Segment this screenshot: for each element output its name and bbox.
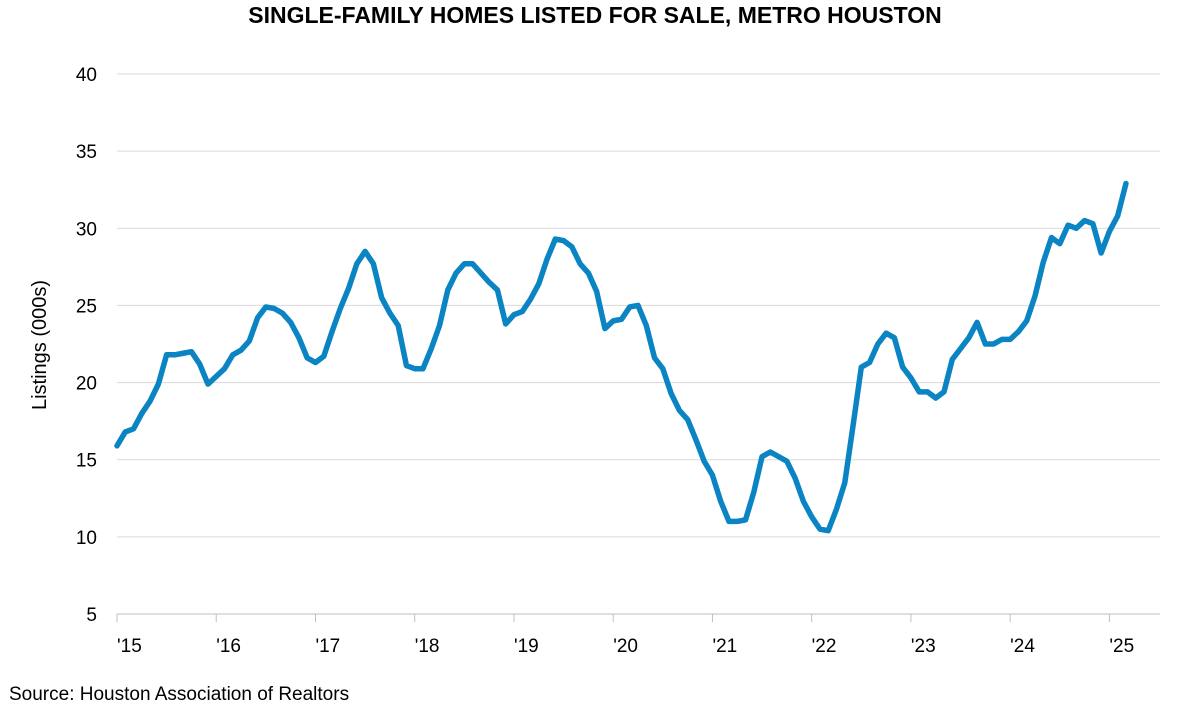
y-tick-label: 30 (76, 219, 97, 240)
y-tick-label: 25 (76, 296, 97, 317)
x-tick-label: '18 (415, 636, 440, 657)
y-axis-label: Listings (000s) (29, 280, 51, 410)
source-note: Source: Houston Association of Realtors (9, 684, 350, 705)
x-tick-label: '24 (1010, 636, 1035, 657)
x-tick-label: '22 (812, 636, 837, 657)
y-tick-label: 15 (76, 451, 97, 472)
y-tick-label: 20 (76, 374, 97, 395)
series-line (114, 180, 1129, 534)
x-tick-label: '20 (613, 636, 638, 657)
y-tick-label: 40 (76, 65, 97, 86)
x-tick-label: '21 (712, 636, 737, 657)
x-tick-label: '25 (1109, 636, 1134, 657)
x-tick-label: '16 (216, 636, 241, 657)
x-tick-label: '19 (514, 636, 539, 657)
gridlines (117, 73, 1160, 538)
x-tick-label: '15 (117, 636, 142, 657)
y-axis-ticks: 5 10 15 20 25 30 35 40 (76, 65, 97, 626)
chart-title: SINGLE-FAMILY HOMES LISTED FOR SALE, MET… (248, 2, 942, 28)
x-tick-label: '23 (911, 636, 936, 657)
x-tick-label: '17 (315, 636, 340, 657)
y-tick-label: 5 (86, 605, 97, 626)
series-group (114, 180, 1129, 534)
x-axis: '15 '16 '17 '18 '19 '20 '21 '22 '23 '24 '25 (116, 613, 1160, 657)
y-tick-label: 35 (76, 142, 97, 163)
y-tick-label: 10 (76, 528, 97, 549)
